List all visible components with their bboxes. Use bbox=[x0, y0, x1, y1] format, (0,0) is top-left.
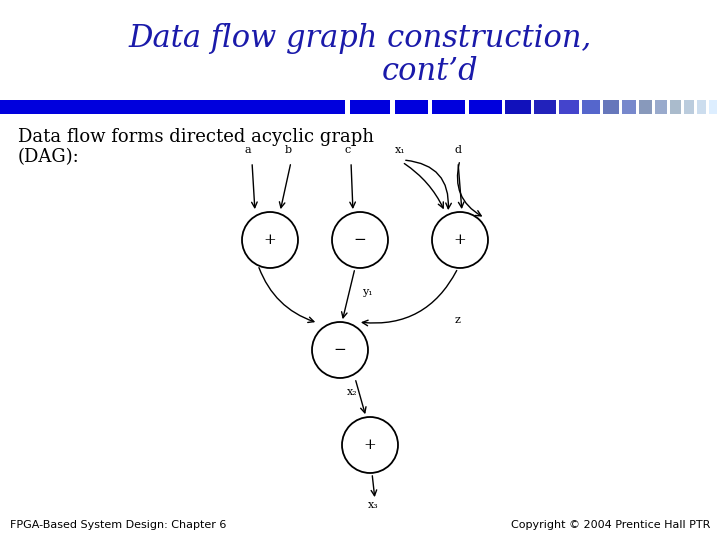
Text: −: − bbox=[333, 343, 346, 357]
Bar bbox=[622, 100, 636, 114]
Bar bbox=[639, 100, 652, 114]
Circle shape bbox=[312, 322, 368, 378]
Text: x₃: x₃ bbox=[368, 500, 379, 510]
Bar bbox=[505, 100, 531, 114]
Bar bbox=[655, 100, 667, 114]
Text: FPGA-Based System Design: Chapter 6: FPGA-Based System Design: Chapter 6 bbox=[10, 520, 226, 530]
Text: x₁: x₁ bbox=[395, 145, 405, 155]
Bar bbox=[559, 100, 579, 114]
Bar bbox=[350, 100, 390, 114]
Text: d: d bbox=[454, 145, 462, 155]
Text: +: + bbox=[454, 233, 467, 247]
Circle shape bbox=[332, 212, 388, 268]
Text: x₂: x₂ bbox=[347, 387, 358, 397]
Text: cont’d: cont’d bbox=[382, 57, 478, 87]
Bar bbox=[469, 100, 502, 114]
Bar bbox=[670, 100, 681, 114]
Text: (DAG):: (DAG): bbox=[18, 148, 80, 166]
Circle shape bbox=[242, 212, 298, 268]
Bar bbox=[0, 100, 345, 114]
Text: +: + bbox=[364, 438, 377, 452]
Text: b: b bbox=[284, 145, 292, 155]
Bar bbox=[432, 100, 465, 114]
Bar bbox=[395, 100, 428, 114]
Text: z: z bbox=[455, 315, 461, 325]
Text: a: a bbox=[245, 145, 251, 155]
Text: Data flow graph construction,: Data flow graph construction, bbox=[128, 23, 592, 53]
Bar bbox=[684, 100, 694, 114]
Circle shape bbox=[432, 212, 488, 268]
Text: +: + bbox=[264, 233, 276, 247]
Text: −: − bbox=[354, 233, 366, 247]
Bar bbox=[582, 100, 600, 114]
Bar bbox=[709, 100, 717, 114]
Circle shape bbox=[342, 417, 398, 473]
Text: Copyright © 2004 Prentice Hall PTR: Copyright © 2004 Prentice Hall PTR bbox=[510, 520, 710, 530]
Text: y₁: y₁ bbox=[362, 287, 373, 297]
Text: c: c bbox=[345, 145, 351, 155]
Bar bbox=[603, 100, 619, 114]
Bar bbox=[534, 100, 556, 114]
Bar bbox=[697, 100, 706, 114]
Text: Data flow forms directed acyclic graph: Data flow forms directed acyclic graph bbox=[18, 128, 374, 146]
